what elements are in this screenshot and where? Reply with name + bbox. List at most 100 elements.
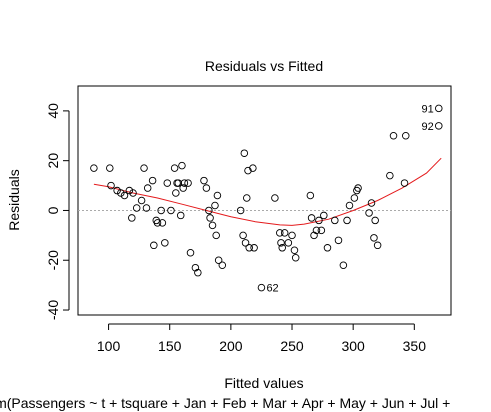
residual-point (143, 184, 152, 192)
residual-point (280, 229, 289, 237)
residual-point (250, 244, 258, 252)
point-label: 92 (422, 121, 434, 133)
y-axis: -40 -20 0 20 40 (45, 103, 70, 320)
residual-point (213, 191, 222, 200)
residual-point (200, 176, 208, 185)
residual-point (276, 229, 284, 237)
residual-point (174, 179, 183, 187)
residual-point (205, 206, 213, 215)
residual-point (167, 206, 175, 215)
residual-point (161, 239, 169, 247)
residual-point (148, 176, 157, 185)
residual-point (157, 206, 165, 215)
smoother-curve (93, 157, 442, 226)
residual-point (142, 204, 151, 212)
residual-point (244, 166, 252, 175)
residual-point (343, 216, 351, 225)
residual-point (402, 132, 410, 140)
x-tick-label: 250 (280, 338, 304, 354)
residual-point (249, 164, 257, 172)
residual-point (206, 214, 214, 222)
y-axis-label: Residuals (6, 169, 22, 230)
residual-point (186, 249, 195, 257)
residual-point (367, 199, 376, 207)
residual-point (129, 189, 137, 197)
residual-point (158, 219, 167, 227)
x-tick-label: 350 (403, 338, 427, 354)
residual-point (176, 211, 185, 220)
x-axis: 100 150 200 250 300 350 (97, 323, 427, 354)
residual-point (306, 191, 315, 200)
residual-point (354, 184, 362, 192)
residual-point (345, 201, 354, 210)
residual-point (389, 132, 398, 140)
residual-point (365, 209, 373, 217)
chart-title: Residuals vs Fitted (205, 58, 323, 74)
residual-point (191, 263, 200, 272)
outlier-labels: 91 92 62 (266, 103, 433, 294)
residual-point (245, 244, 253, 252)
residual-point (125, 186, 134, 195)
point-label: 91 (422, 103, 434, 115)
residual-point (288, 231, 296, 240)
residual-point (435, 104, 443, 113)
residual-point (140, 164, 148, 172)
x-tick-label: 150 (158, 338, 182, 354)
residual-point (211, 201, 219, 210)
x-tick-label: 200 (219, 338, 243, 354)
residual-point (150, 241, 158, 250)
residual-point (137, 196, 146, 205)
residual-point (331, 216, 339, 225)
residual-point (386, 171, 394, 180)
residual-point (132, 204, 141, 212)
residual-point (153, 219, 162, 227)
x-tick-label: 100 (97, 338, 121, 354)
y-tick-label: 40 (45, 103, 61, 119)
residual-point (194, 268, 202, 277)
residual-point (277, 239, 285, 247)
residual-point (243, 194, 251, 202)
residual-point (240, 149, 249, 157)
residual-point (317, 226, 326, 235)
residual-point (239, 231, 247, 240)
residual-point (163, 179, 172, 187)
x-tick-label: 300 (341, 338, 365, 354)
x-axis-label: Fitted values (224, 375, 303, 391)
residual-point (310, 231, 318, 240)
residual-point (339, 261, 348, 269)
residual-point (371, 216, 379, 225)
model-formula-caption: lm(Passengers ~ t + tsquare + Jan + Feb … (0, 395, 450, 411)
residual-point (373, 241, 382, 250)
residual-point (257, 283, 266, 292)
plot-frame (77, 85, 452, 316)
residual-point (271, 194, 279, 202)
y-tick-label: 0 (45, 206, 61, 214)
residual-point (214, 256, 223, 264)
y-tick-label: 20 (45, 153, 61, 169)
y-tick-label: -20 (45, 250, 61, 270)
residual-point (184, 179, 192, 187)
residual-point (180, 179, 189, 187)
residual-point (179, 184, 187, 192)
point-label: 62 (266, 283, 278, 295)
smoother-line (93, 157, 442, 226)
residual-point (218, 261, 227, 269)
residual-point (320, 211, 328, 220)
residual-point (212, 231, 220, 240)
residual-point (172, 189, 180, 197)
residual-point (435, 122, 443, 130)
residual-point (334, 236, 343, 245)
residual-point (323, 244, 332, 252)
residual-points (90, 104, 443, 292)
residual-point (291, 253, 300, 262)
residual-point (107, 181, 115, 190)
y-tick-label: -40 (45, 300, 61, 320)
residual-point (208, 221, 217, 230)
residual-point (128, 214, 136, 222)
residual-point (370, 234, 378, 242)
residual-point (278, 244, 286, 252)
residual-point (312, 226, 321, 235)
residual-point (120, 191, 129, 200)
residual-point (202, 184, 211, 192)
